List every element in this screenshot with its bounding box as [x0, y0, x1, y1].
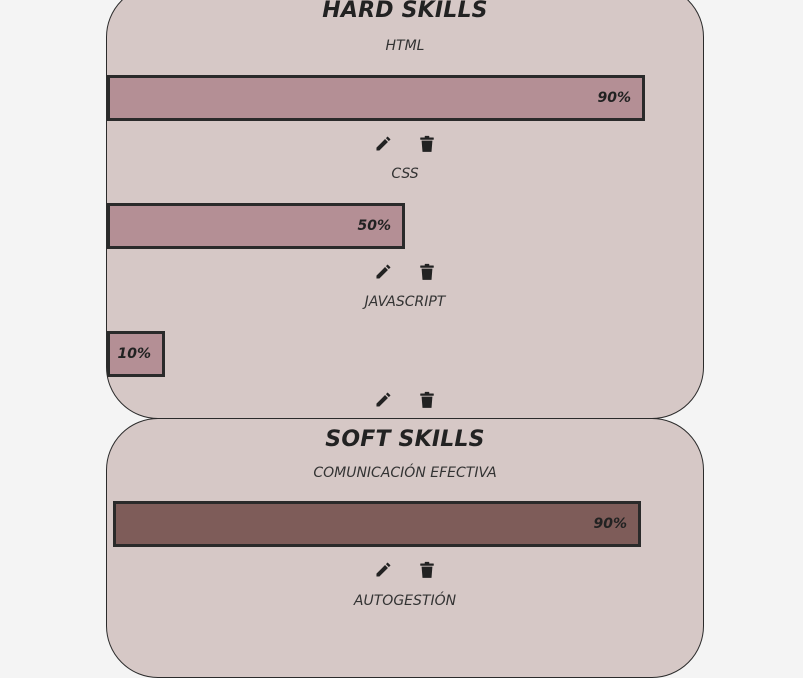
skill-percent-javascript: 10%	[117, 346, 151, 362]
skill-bar-html: 90%	[107, 75, 645, 121]
pencil-icon[interactable]	[374, 263, 392, 281]
trash-icon[interactable]	[418, 263, 436, 281]
skill-name-comunicacion-efectiva: COMUNICACIÓN EFECTIVA	[313, 465, 497, 481]
skill-percent-html: 90%	[597, 90, 631, 106]
skill-bar-comunicacion-efectiva: 90%	[113, 501, 641, 547]
skill-actions-css	[107, 263, 703, 281]
pencil-icon[interactable]	[374, 391, 392, 409]
pencil-icon[interactable]	[374, 561, 392, 579]
trash-icon[interactable]	[418, 135, 436, 153]
skill-name-css: CSS	[391, 166, 419, 182]
skill-name-javascript: JAVASCRIPT	[364, 294, 446, 310]
skill-bar-javascript: 10%	[107, 331, 165, 377]
skill-percent-css: 50%	[357, 218, 391, 234]
skill-bar-css: 50%	[107, 203, 405, 249]
skill-actions-html	[107, 135, 703, 153]
trash-icon[interactable]	[418, 561, 436, 579]
hard-skills-title: HARD SKILLS	[322, 0, 488, 23]
soft-skills-title: SOFT SKILLS	[325, 427, 485, 452]
skill-name-html: HTML	[385, 38, 425, 54]
skill-name-autogestion: AUTOGESTIÓN	[353, 593, 457, 609]
skill-actions-comunicacion-efectiva	[107, 561, 703, 579]
hard-skills-card: HARD SKILLS HTML 90% CSS 50% JAVASCRIPT …	[106, 0, 704, 419]
soft-skills-card: SOFT SKILLS COMUNICACIÓN EFECTIVA 90% AU…	[106, 418, 704, 678]
skill-actions-javascript	[107, 391, 703, 409]
pencil-icon[interactable]	[374, 135, 392, 153]
trash-icon[interactable]	[418, 391, 436, 409]
skill-percent-comunicacion-efectiva: 90%	[593, 516, 627, 532]
